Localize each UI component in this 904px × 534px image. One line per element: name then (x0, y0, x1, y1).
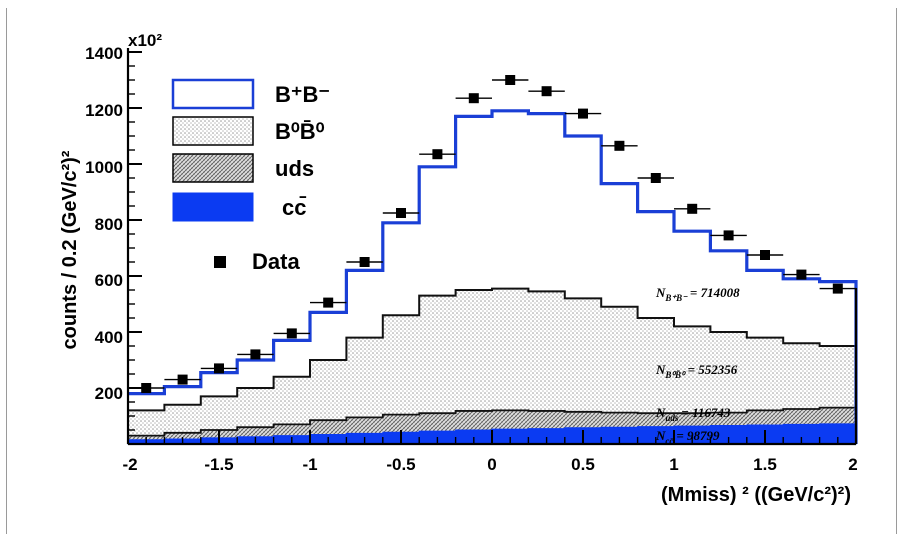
data-point (250, 349, 261, 360)
yield-annotations: NB⁺B⁻ = 714008 NB⁰B̄⁰ = 552356 Nuds = 11674… (655, 285, 740, 446)
y-axis-title: counts / 0.2 (GeV/c²)² (59, 150, 81, 349)
y-tick-label: 400 (95, 328, 123, 347)
series-bplusbminus-line (128, 109, 858, 444)
legend-label-b0b0bar: B⁰B̄⁰ (275, 119, 325, 144)
data-point (396, 208, 406, 218)
x-axis-title: (Mmiss) ² ((GeV/c²)²) (661, 484, 851, 506)
y-tick-labels: 200 400 600 800 1000 1200 1400 (85, 44, 123, 403)
annotation-b0b0bar-yield: NB⁰B̄⁰ = 552356 (655, 362, 738, 380)
x-tick-label: -2 (122, 455, 137, 474)
y-multiplier-label: x10² (128, 31, 162, 50)
data-point (323, 297, 334, 308)
x-tick-label: 2 (848, 455, 857, 474)
hist-uds-outline (128, 406, 857, 444)
data-point (578, 108, 588, 119)
y-tick-label: 1200 (85, 101, 123, 120)
hist-bplusbminus-line (128, 109, 858, 444)
data-point (141, 383, 152, 393)
data-point (432, 149, 443, 160)
legend-label-bplusbminus: B⁺B⁻ (275, 82, 330, 107)
data-point (650, 173, 661, 183)
data-point (468, 93, 479, 104)
data-point (505, 75, 516, 85)
legend-marker-data (214, 256, 226, 268)
legend-swatch-bplusbminus (171, 78, 255, 110)
y-tick-label: 1000 (85, 158, 123, 177)
hist-b0b0bar-outline (128, 287, 857, 444)
data-point (214, 363, 224, 374)
legend-swatch-b0b0bar (172, 116, 254, 146)
y-tick-label: 800 (95, 215, 123, 234)
frame-border-left (6, 8, 7, 534)
data-point (541, 86, 552, 97)
data-point (286, 328, 297, 339)
annotation-bplusbminus-yield: NB⁺B⁻ = 714008 (655, 285, 740, 303)
y-tick-label: 200 (95, 384, 123, 403)
x-tick-label: -1 (302, 455, 317, 474)
annotation-ccbar-yield: Ncc̄ = 98799 (655, 428, 720, 446)
x-tick-label: 0.5 (571, 455, 595, 474)
legend-label-data: Data (252, 249, 300, 274)
legend-label-uds: uds (275, 156, 314, 181)
x-tick-label: 1.5 (753, 455, 777, 474)
y-tick-label: 600 (95, 271, 123, 290)
data-point (796, 269, 807, 280)
frame-border-right (896, 8, 897, 534)
x-tick-label: 0 (487, 455, 496, 474)
legend: B⁺B⁻ B⁰B̄⁰ uds cc̄ Data (171, 78, 330, 274)
legend-swatch-uds (172, 153, 254, 183)
hist-b0b0bar-area (128, 288, 856, 444)
data-point (177, 374, 188, 385)
data-point (687, 203, 698, 214)
axis-ticks (127, 51, 857, 444)
data-point (723, 230, 734, 241)
x-tick-label: -1.5 (204, 455, 233, 474)
series-b0b0bar-fill (128, 287, 857, 444)
annotation-uds-yield: Nuds = 116743 (655, 405, 731, 423)
legend-swatch-ccbar (172, 192, 254, 222)
data-point (760, 250, 770, 260)
y-tick-label: 1400 (85, 44, 123, 63)
data-point (359, 257, 370, 267)
legend-label-ccbar: cc̄ (282, 195, 307, 220)
x-tick-label: 1 (669, 455, 678, 474)
data-point (614, 140, 625, 151)
data-point (832, 283, 843, 294)
x-tick-label: -0.5 (386, 455, 415, 474)
x-tick-labels: -2 -1.5 -1 -0.5 0 0.5 1 1.5 2 (122, 455, 857, 474)
data-points (128, 75, 856, 393)
